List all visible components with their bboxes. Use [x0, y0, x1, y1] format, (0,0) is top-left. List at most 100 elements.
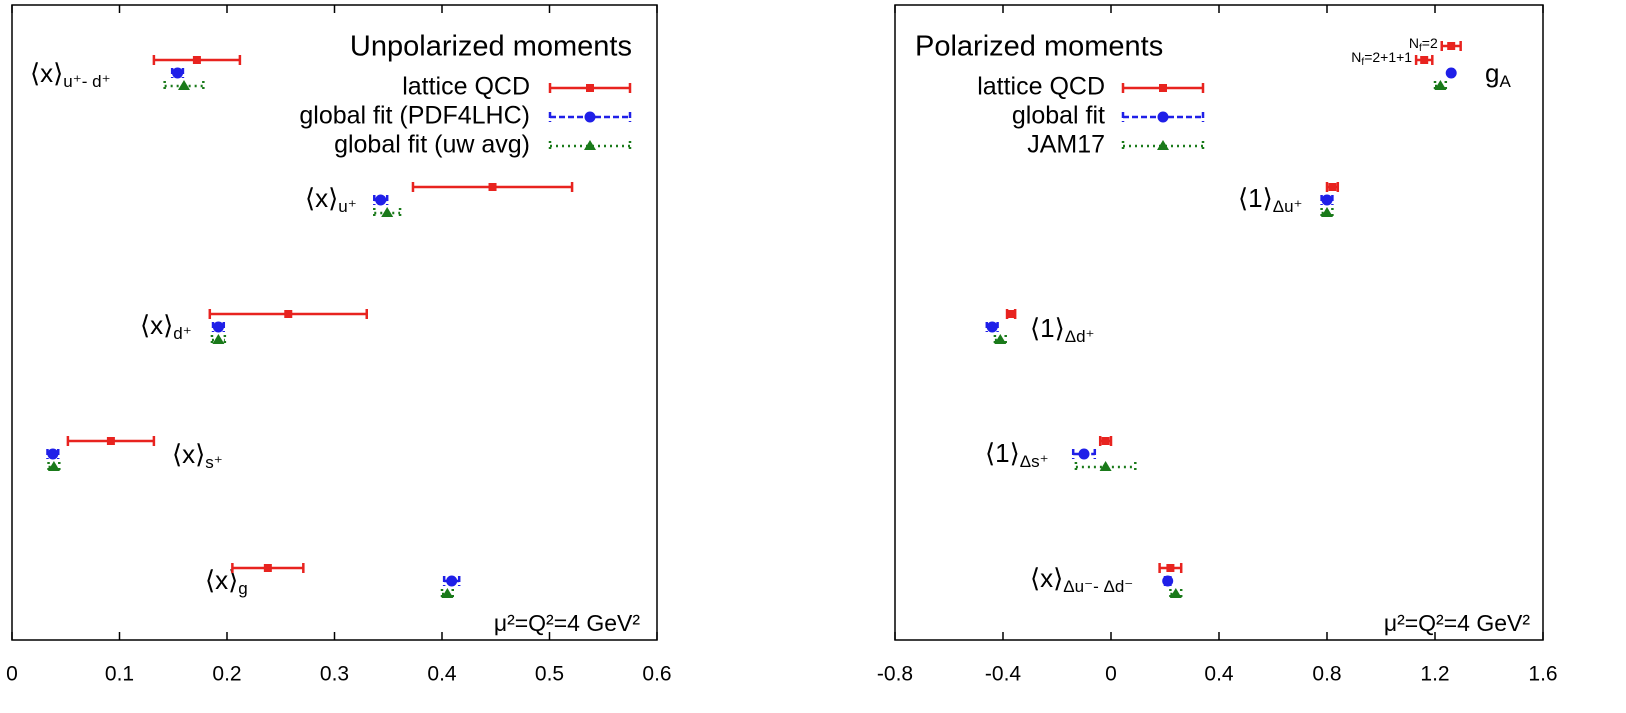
label-sub: d⁺ [173, 324, 191, 343]
marker [586, 84, 594, 92]
x-tick-label: 0.2 [212, 663, 241, 686]
marker [441, 588, 454, 598]
x-tick-label: 0.3 [320, 663, 349, 686]
label-main: g [1485, 58, 1499, 88]
marker [1007, 310, 1016, 318]
label-main: N [1409, 35, 1419, 51]
x-tick-label: -0.4 [985, 663, 1022, 686]
marker [1099, 461, 1112, 471]
legend-label: global fit (uw avg) [334, 131, 530, 159]
marker [1321, 207, 1333, 217]
label-main: ⟨1⟩ [1030, 313, 1065, 343]
panel-title: Polarized moments [915, 31, 1163, 63]
label: ⟨x⟩d⁺ [140, 310, 192, 343]
marker [1434, 80, 1447, 90]
label: ⟨x⟩g [205, 565, 248, 598]
label: ⟨x⟩s⁺ [172, 439, 223, 472]
marker [172, 67, 184, 79]
label-main: N [1351, 49, 1361, 65]
marker [1169, 588, 1182, 598]
marker [1101, 437, 1110, 445]
marker [212, 321, 224, 333]
marker [284, 310, 293, 318]
label: ⟨1⟩Δs⁺ [985, 438, 1049, 471]
marker [375, 194, 387, 206]
marker [1328, 183, 1337, 191]
error-bar [1169, 589, 1183, 599]
label-sub: f [1419, 43, 1422, 54]
label-main: ⟨x⟩ [1030, 563, 1063, 593]
x-tick-label: 1.2 [1420, 663, 1449, 686]
marker [47, 461, 60, 471]
marker [1447, 42, 1456, 50]
marker [381, 207, 394, 217]
marker [488, 183, 497, 191]
label-rest: =2 [1422, 35, 1438, 51]
label: ⟨1⟩Δu⁺ [1238, 183, 1303, 216]
marker [106, 437, 115, 445]
label-main: ⟨1⟩ [1238, 183, 1273, 213]
marker [263, 564, 272, 572]
marker [1078, 448, 1090, 460]
marker [994, 334, 1007, 344]
x-tick-label: 0.4 [427, 663, 457, 686]
legend-label: JAM17 [1027, 131, 1105, 159]
marker [1162, 575, 1174, 587]
label: ⟨1⟩Δd⁺ [1030, 313, 1095, 346]
label: ⟨x⟩u⁺- d⁺ [30, 58, 111, 91]
x-tick-label: 0.6 [642, 663, 671, 686]
marker [192, 56, 201, 64]
marker [1159, 84, 1167, 92]
x-tick-label: -0.8 [877, 663, 913, 686]
annotation: μ²=Q²=4 GeV² [1384, 610, 1531, 636]
label-main: ⟨1⟩ [985, 438, 1020, 468]
x-tick-label: 0.8 [1312, 663, 1341, 686]
label-sub: u⁺- d⁺ [63, 72, 110, 91]
label-sub: g [238, 579, 247, 598]
annotation: μ²=Q²=4 GeV² [494, 610, 641, 636]
label-main: ⟨x⟩ [305, 183, 338, 213]
x-tick-label: 0.1 [105, 663, 134, 686]
marker [1420, 56, 1429, 64]
label-main: ⟨x⟩ [140, 310, 173, 340]
label: ⟨x⟩u⁺ [305, 183, 357, 216]
marker [212, 334, 225, 344]
marker [446, 575, 458, 587]
marker [1445, 67, 1457, 79]
plot-frame [11, 4, 658, 641]
marker [178, 80, 190, 90]
marker [1157, 111, 1169, 123]
x-tick-label: 1.6 [1528, 663, 1557, 686]
label: ⟨x⟩Δu⁻- Δd⁻ [1030, 563, 1133, 596]
x-tick-label: 0.5 [535, 663, 564, 686]
marker [1157, 140, 1169, 150]
label: Nf=2+1+1 [1351, 49, 1412, 68]
marker [1166, 564, 1175, 572]
marker [584, 140, 596, 150]
error-bar [548, 141, 632, 151]
legend-label: global fit (PDF4LHC) [299, 102, 530, 130]
label: gA [1485, 58, 1511, 91]
marker [986, 321, 998, 333]
error-bar [1074, 462, 1137, 472]
label-sub: s⁺ [205, 453, 222, 472]
marker [584, 111, 596, 123]
label-sub: Δd⁺ [1065, 327, 1095, 346]
legend-label: lattice QCD [402, 73, 530, 101]
marker [1321, 194, 1333, 206]
label-sub: f [1361, 57, 1364, 68]
x-tick-label: 0 [6, 663, 18, 686]
label-sub: Δs⁺ [1020, 452, 1049, 471]
x-tick-label: 0.4 [1204, 663, 1234, 686]
label-sub: Δu⁻- Δd⁻ [1063, 577, 1133, 596]
legend-label: lattice QCD [977, 73, 1105, 101]
label-main: ⟨x⟩ [172, 439, 205, 469]
panel-title: Unpolarized moments [350, 31, 632, 63]
label-rest: =2+1+1 [1364, 49, 1412, 65]
error-bar [1121, 141, 1205, 151]
label-sub: u⁺ [338, 197, 356, 216]
label-main: ⟨x⟩ [30, 58, 63, 88]
label: Nf=2 [1409, 35, 1438, 54]
legend-label: global fit [1012, 102, 1105, 130]
